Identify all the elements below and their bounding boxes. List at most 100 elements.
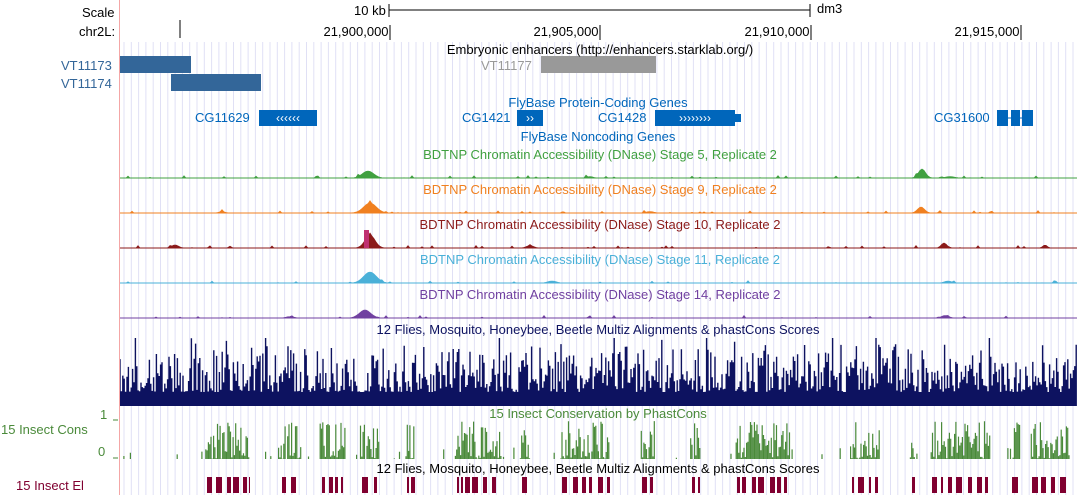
conserved-element-block — [1012, 477, 1018, 493]
dnase-stage10-title[interactable]: BDTNP Chromatin Accessibility (DNase) St… — [419, 217, 781, 232]
phastcons-track-title[interactable]: 15 Insect Conservation by PhastCons — [489, 406, 707, 421]
conserved-element-block — [582, 477, 586, 493]
conserved-element-block — [932, 477, 937, 493]
conserved-element-block — [233, 477, 239, 493]
conserved-element-block — [784, 477, 787, 493]
dnase-stage14-signal — [120, 309, 1077, 319]
conserved-element-block — [411, 477, 415, 493]
el-track-title[interactable]: 12 Flies, Mosquito, Honeybee, Beetle Mul… — [376, 461, 820, 476]
conserved-element-block — [207, 477, 212, 493]
dnase-stage9-title[interactable]: BDTNP Chromatin Accessibility (DNase) St… — [423, 182, 777, 197]
el-track-label[interactable]: 15 Insect El — [16, 478, 84, 493]
conserved-element-block — [335, 477, 338, 493]
conserved-element-block — [948, 477, 952, 493]
conserved-element-block — [362, 477, 368, 493]
scale-bar-label: 10 kb — [354, 3, 386, 18]
dnase-stage9-signal — [120, 200, 1077, 214]
conserved-element-block — [852, 477, 854, 493]
conserved-element-block — [985, 477, 988, 493]
conserved-element-block — [249, 477, 250, 493]
multiz-signal — [119, 338, 1077, 406]
gene-cg1421-exon — [517, 110, 543, 126]
protein-coding-genes-title[interactable]: FlyBase Protein-Coding Genes — [508, 95, 688, 110]
conserved-element-block — [777, 477, 781, 493]
conserved-element-block — [956, 477, 962, 493]
gene-cg1428-exon — [655, 110, 735, 126]
conserved-element-block — [598, 477, 603, 493]
conserved-element-block — [1051, 477, 1055, 493]
cons-axis-max: 1 — [100, 407, 108, 422]
conserved-element-block — [492, 477, 496, 493]
conserved-element-block — [573, 477, 578, 493]
enhancer-label-vt11173[interactable]: VT11173 — [61, 58, 112, 73]
conserved-element-block — [869, 477, 871, 493]
conserved-element-block — [483, 477, 487, 493]
conserved-element-block — [472, 477, 478, 493]
multiz-track-title[interactable]: 12 Flies, Mosquito, Honeybee, Beetle Mul… — [376, 322, 820, 337]
conserved-element-block — [650, 477, 653, 493]
gene-cg11629-strand-arrows: ‹‹‹‹‹‹ — [276, 111, 300, 125]
gene-cg11629-exon — [259, 110, 317, 126]
phastcons-signal — [123, 421, 1070, 459]
conserved-element-block — [291, 477, 296, 493]
cons-track-label[interactable]: 15 Insect Cons — [1, 422, 88, 437]
conserved-element-block — [465, 477, 470, 493]
gene-label-cg31600[interactable]: CG31600 — [934, 110, 990, 125]
ruler-position-2: 21,905,000 — [533, 24, 599, 39]
assembly-label: dm3 — [817, 1, 843, 16]
dnase-stage11-signal — [120, 271, 1077, 284]
conserved-element-block — [875, 477, 878, 493]
conserved-element-block — [216, 477, 222, 493]
conserved-element-block — [968, 477, 972, 493]
dnase-stage11-title[interactable]: BDTNP Chromatin Accessibility (DNase) St… — [419, 252, 781, 267]
conserved-element-block — [227, 477, 231, 493]
conserved-element-block — [1032, 477, 1038, 493]
enhancer-label-vt11174[interactable]: VT11174 — [61, 76, 112, 91]
conserved-element-block — [243, 477, 247, 493]
conserved-element-block — [752, 477, 756, 493]
conserved-element-block — [977, 477, 982, 493]
scale-label: Scale — [82, 5, 115, 20]
gene-label-cg1428[interactable]: CG1428 — [598, 110, 647, 125]
conserved-element-block — [562, 477, 567, 493]
gene-cg1421-strand-arrows: ›› — [526, 111, 534, 125]
conserved-element-block — [461, 477, 463, 493]
conserved-element-block — [770, 477, 775, 493]
conserved-element-block — [522, 477, 527, 493]
gene-label-cg1421[interactable]: CG1421 — [462, 110, 511, 125]
conserved-element-block — [407, 477, 409, 493]
ruler-position-3: 21,910,000 — [744, 24, 810, 39]
conserved-element-block — [858, 477, 864, 493]
conserved-element-block — [698, 477, 700, 493]
conserved-element-block — [329, 477, 333, 493]
dnase-stage10-signal — [120, 232, 1077, 249]
gene-label-cg11629[interactable]: CG11629 — [195, 110, 250, 125]
conserved-element-block — [589, 477, 592, 493]
conserved-element-block — [758, 477, 764, 493]
dnase-stage5-title[interactable]: BDTNP Chromatin Accessibility (DNase) St… — [423, 147, 777, 162]
conserved-element-block — [341, 477, 343, 493]
conserved-element-block — [282, 477, 286, 493]
left-label-divider — [119, 0, 120, 495]
dnase-stage5-signal — [120, 168, 1077, 179]
ruler-position-1: 21,900,000 — [323, 24, 389, 39]
enhancer-track-title[interactable]: Embryonic enhancers (http://enhancers.st… — [446, 42, 754, 57]
conserved-element-block — [374, 477, 377, 493]
conserved-element-block — [912, 477, 915, 493]
enhancer-label-vt11177[interactable]: VT11177 — [481, 58, 532, 73]
ruler-position-4: 21,915,000 — [954, 24, 1020, 39]
gene-cg1428-strand-arrows: ›››››››› — [679, 111, 711, 125]
noncoding-genes-title[interactable]: FlyBase Noncoding Genes — [520, 129, 676, 144]
conserved-element-block — [737, 477, 740, 493]
conserved-element-block — [322, 477, 325, 493]
gene-cg31600-exon-3 — [1022, 110, 1033, 126]
conserved-element-block — [607, 477, 610, 493]
cons-axis-min: 0 — [98, 444, 106, 459]
conserved-element-block — [1060, 477, 1066, 493]
dnase-stage14-title[interactable]: BDTNP Chromatin Accessibility (DNase) St… — [419, 287, 781, 302]
dnase-stage10-highlight-1 — [364, 230, 369, 248]
conserved-element-block — [692, 477, 695, 493]
enhancer-block-vt11177 — [541, 56, 656, 73]
